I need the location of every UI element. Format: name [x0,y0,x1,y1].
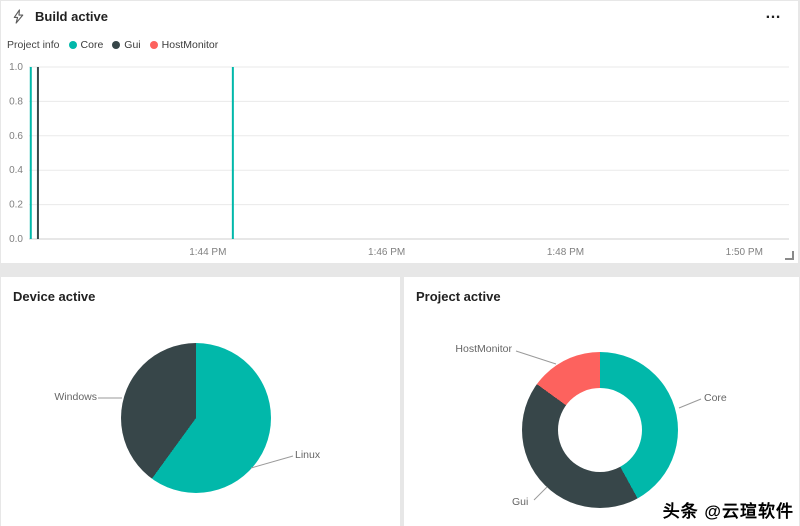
tile-device-active: Device active Windows Linux [1,277,400,526]
pie-label-core: Core [704,392,727,404]
legend-label: HostMonitor [161,39,219,51]
device-pie-chart[interactable] [121,343,271,493]
legend-dot [68,41,77,49]
pie-label-hostmonitor: HostMonitor [455,343,512,355]
svg-text:0.6: 0.6 [9,131,23,142]
build-timeline-chart[interactable]: 0.0 0.2 0.4 0.6 0.8 1.0 1:44 PM 1:46 PM 1:48 PM 1… [3,59,795,263]
watermark: 头条 @云瑄软件 [662,502,794,521]
tile-header: Build active [11,9,108,24]
svg-text:1:46 PM: 1:46 PM [368,247,405,258]
tile-build-active: Build active … Project info Core Gui Hos… [1,1,798,263]
tile-title: Project active [416,289,501,304]
svg-text:0.8: 0.8 [9,96,23,107]
legend-title: Project info [7,39,60,51]
svg-text:1:48 PM: 1:48 PM [547,247,584,258]
legend-dot [149,41,158,49]
svg-text:1:50 PM: 1:50 PM [726,247,763,258]
pie-label-windows: Windows [54,391,97,403]
pie-label-gui: Gui [512,496,529,508]
svg-text:0.4: 0.4 [9,165,23,176]
tile-title: Build active [35,9,108,24]
tile-menu-ellipsis-button[interactable]: … [761,1,786,27]
lightning-icon [11,9,26,24]
legend-dot [112,41,121,49]
svg-text:0.2: 0.2 [9,200,23,211]
project-donut-chart[interactable] [522,352,678,508]
legend-label: Core [80,39,104,51]
pie-label-linux: Linux [295,449,321,461]
legend-item-gui[interactable]: Gui [112,39,141,51]
resize-handle[interactable] [785,251,794,260]
tile-title: Device active [13,289,96,304]
legend-item-core[interactable]: Core [68,39,104,51]
chart-legend: Project info Core Gui HostMonitor [7,39,218,51]
legend-item-hostmonitor[interactable]: HostMonitor [149,39,219,51]
svg-text:1:44 PM: 1:44 PM [189,247,226,258]
tile-project-active: Project active HostMonitor Core Gui [404,277,799,526]
legend-label: Gui [124,39,141,51]
svg-text:1.0: 1.0 [9,62,23,73]
svg-text:0.0: 0.0 [9,234,23,245]
